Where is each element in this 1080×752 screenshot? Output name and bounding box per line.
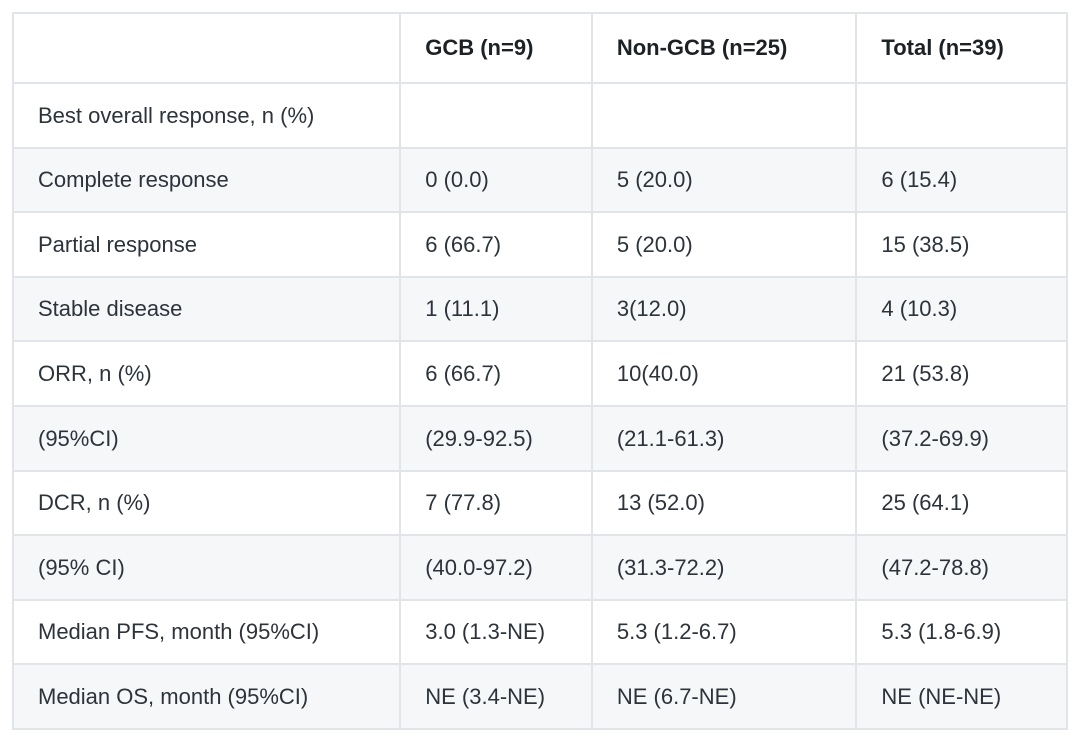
row-label: (95% CI): [11, 534, 402, 601]
value-cell-non-gcb: [590, 82, 858, 149]
value-cell-gcb: 6 (66.7): [399, 211, 593, 278]
row-label: Median OS, month (95%CI): [11, 663, 402, 730]
row-label: Best overall response, n (%): [11, 82, 402, 149]
value-cell-total: 15 (38.5): [855, 211, 1068, 278]
column-header-gcb: GCB (n=9): [399, 12, 593, 84]
table-row: Partial response 6 (66.7) 5 (20.0) 15 (3…: [11, 211, 1068, 278]
value-cell-total: 5.3 (1.8-6.9): [855, 598, 1068, 666]
table-header-row: GCB (n=9) Non-GCB (n=25) Total (n=39): [11, 12, 1068, 84]
value-cell-gcb: (29.9-92.5): [399, 404, 593, 472]
response-outcomes-table: GCB (n=9) Non-GCB (n=25) Total (n=39) Be…: [11, 12, 1068, 730]
value-cell-non-gcb: (31.3-72.2): [590, 534, 858, 601]
row-label: Median PFS, month (95%CI): [11, 598, 402, 666]
value-cell-total: 4 (10.3): [855, 275, 1068, 343]
table-row: Median PFS, month (95%CI) 3.0 (1.3-NE) 5…: [11, 598, 1068, 666]
table-row: Complete response 0 (0.0) 5 (20.0) 6 (15…: [11, 146, 1068, 214]
table-row: ORR, n (%) 6 (66.7) 10(40.0) 21 (53.8): [11, 340, 1068, 407]
value-cell-gcb: [399, 82, 593, 149]
value-cell-gcb: (40.0-97.2): [399, 534, 593, 601]
table-row: (95%CI) (29.9-92.5) (21.1-61.3) (37.2-69…: [11, 404, 1068, 472]
column-header-total: Total (n=39): [855, 12, 1068, 84]
table-row: DCR, n (%) 7 (77.8) 13 (52.0) 25 (64.1): [11, 469, 1068, 537]
value-cell-gcb: 1 (11.1): [399, 275, 593, 343]
row-label: Partial response: [11, 211, 402, 278]
table-row: Best overall response, n (%): [11, 82, 1068, 149]
value-cell-gcb: NE (3.4-NE): [399, 663, 593, 730]
value-cell-non-gcb: (21.1-61.3): [590, 404, 858, 472]
value-cell-total: (37.2-69.9): [855, 404, 1068, 472]
table-row: Median OS, month (95%CI) NE (3.4-NE) NE …: [11, 663, 1068, 730]
value-cell-non-gcb: 3(12.0): [590, 275, 858, 343]
table-row: Stable disease 1 (11.1) 3(12.0) 4 (10.3): [11, 275, 1068, 343]
row-label: (95%CI): [11, 404, 402, 472]
row-label: Stable disease: [11, 275, 402, 343]
value-cell-total: 21 (53.8): [855, 340, 1068, 407]
value-cell-non-gcb: 13 (52.0): [590, 469, 858, 537]
row-label: ORR, n (%): [11, 340, 402, 407]
value-cell-total: 25 (64.1): [855, 469, 1068, 537]
value-cell-non-gcb: 10(40.0): [590, 340, 858, 407]
value-cell-non-gcb: 5 (20.0): [590, 211, 858, 278]
value-cell-non-gcb: NE (6.7-NE): [590, 663, 858, 730]
value-cell-non-gcb: 5 (20.0): [590, 146, 858, 214]
column-header-empty: [11, 12, 402, 84]
table-row: (95% CI) (40.0-97.2) (31.3-72.2) (47.2-7…: [11, 534, 1068, 601]
value-cell-gcb: 6 (66.7): [399, 340, 593, 407]
value-cell-non-gcb: 5.3 (1.2-6.7): [590, 598, 858, 666]
value-cell-total: 6 (15.4): [855, 146, 1068, 214]
value-cell-total: [855, 82, 1068, 149]
value-cell-total: (47.2-78.8): [855, 534, 1068, 601]
row-label: DCR, n (%): [11, 469, 402, 537]
value-cell-gcb: 7 (77.8): [399, 469, 593, 537]
value-cell-gcb: 0 (0.0): [399, 146, 593, 214]
row-label: Complete response: [11, 146, 402, 214]
value-cell-gcb: 3.0 (1.3-NE): [399, 598, 593, 666]
value-cell-total: NE (NE-NE): [855, 663, 1068, 730]
column-header-non-gcb: Non-GCB (n=25): [590, 12, 858, 84]
